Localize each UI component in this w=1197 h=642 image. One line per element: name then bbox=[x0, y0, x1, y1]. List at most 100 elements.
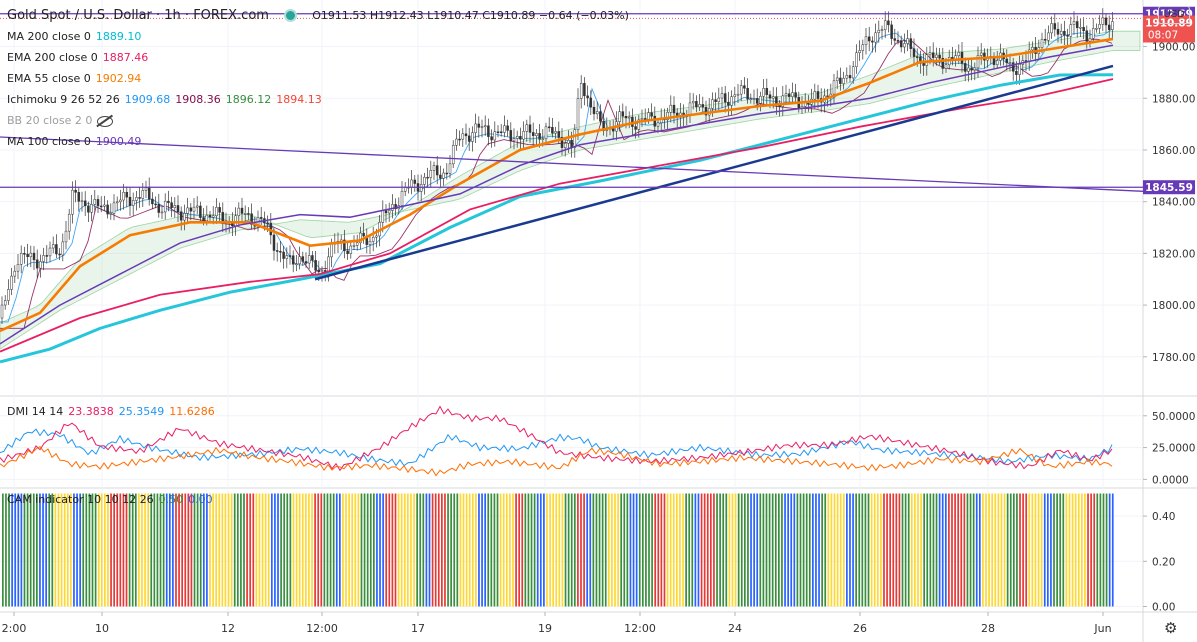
candle-body bbox=[535, 133, 538, 137]
candle bbox=[583, 77, 586, 106]
candle-body bbox=[855, 52, 858, 67]
cam-bar bbox=[5, 493, 7, 607]
candle-body bbox=[912, 48, 916, 57]
cam-bar bbox=[1090, 493, 1092, 607]
candle-body bbox=[903, 43, 906, 48]
candle-body bbox=[359, 232, 362, 244]
candle-body bbox=[506, 125, 509, 131]
cam-bar bbox=[345, 493, 347, 607]
cam-bar bbox=[821, 493, 823, 607]
legend-ema55[interactable]: EMA 55 close 0 1902.94 bbox=[7, 72, 146, 85]
candle-body bbox=[791, 92, 794, 97]
cam-bar bbox=[685, 493, 687, 607]
candle-body bbox=[1079, 26, 1082, 29]
cam-bar bbox=[852, 493, 854, 607]
candle bbox=[343, 229, 346, 259]
candle-body bbox=[51, 244, 55, 249]
legend-ichimoku[interactable]: Ichimoku 9 26 52 26 1909.68 1908.36 1896.12… bbox=[7, 93, 327, 106]
candle-body bbox=[90, 204, 93, 213]
candle bbox=[103, 195, 106, 211]
legend-ma100[interactable]: MA 100 close 0 1900.49 bbox=[7, 135, 146, 148]
ma200-line bbox=[0, 73, 1114, 364]
candle bbox=[285, 247, 289, 269]
candle bbox=[586, 85, 589, 107]
cam-bar bbox=[635, 493, 638, 607]
gear-icon[interactable]: ⚙ bbox=[1164, 620, 1178, 637]
candle-body bbox=[899, 40, 903, 48]
candle-body bbox=[423, 176, 426, 185]
candle bbox=[832, 73, 836, 104]
cam-bar bbox=[573, 493, 576, 607]
candle bbox=[483, 115, 487, 136]
candle bbox=[979, 43, 983, 65]
candle bbox=[429, 160, 433, 188]
cam-bar bbox=[515, 493, 517, 607]
candle bbox=[442, 168, 445, 186]
candle bbox=[733, 86, 737, 106]
candle-body bbox=[813, 91, 817, 100]
candle bbox=[691, 93, 695, 110]
candle-body bbox=[112, 202, 116, 214]
cam-bar bbox=[289, 493, 292, 607]
legend-ema200[interactable]: EMA 200 close 0 1887.46 bbox=[7, 51, 153, 64]
cam-bar bbox=[663, 493, 666, 607]
candle bbox=[813, 83, 817, 109]
cam-bar bbox=[818, 493, 820, 607]
legend-ma200[interactable]: MA 200 close 0 1889.10 bbox=[7, 30, 146, 43]
candle bbox=[304, 252, 308, 268]
currency-button[interactable]: USD bbox=[1158, 6, 1190, 24]
candle bbox=[272, 228, 276, 261]
candle-body bbox=[205, 214, 209, 222]
candle bbox=[352, 235, 356, 251]
hidden-eye-icon[interactable] bbox=[97, 115, 114, 127]
candle-body bbox=[458, 138, 461, 141]
cam-bar bbox=[1025, 493, 1028, 607]
candle-body bbox=[250, 213, 253, 225]
cam-bar bbox=[23, 493, 26, 607]
cam-bar bbox=[592, 493, 595, 607]
candle-body bbox=[391, 204, 394, 211]
cam-bar bbox=[1037, 493, 1040, 607]
cam-bar bbox=[382, 493, 384, 607]
candle bbox=[384, 204, 388, 223]
candle-body bbox=[915, 56, 919, 58]
candle-body bbox=[467, 135, 471, 142]
candle-body bbox=[781, 95, 785, 107]
cam-bar bbox=[187, 493, 190, 607]
cam-bar bbox=[827, 493, 830, 607]
candle bbox=[973, 62, 977, 81]
cam-bar bbox=[966, 493, 969, 607]
cam-bar bbox=[36, 493, 38, 607]
candle-body bbox=[71, 189, 74, 215]
candle-body bbox=[909, 38, 913, 49]
candle bbox=[935, 47, 938, 66]
cam-bar bbox=[335, 493, 338, 607]
candle bbox=[720, 86, 724, 109]
candle-body bbox=[1082, 26, 1085, 32]
legend-bb[interactable]: BB 20 close 2 0 bbox=[7, 114, 118, 127]
cam-bar bbox=[338, 493, 341, 607]
cam-bar bbox=[611, 493, 613, 607]
candle-body bbox=[739, 85, 743, 95]
cam-bar bbox=[725, 493, 728, 607]
candle bbox=[151, 192, 154, 210]
candle-body bbox=[138, 197, 141, 199]
candle bbox=[595, 101, 599, 120]
candlestick-series bbox=[0, 8, 1114, 324]
legend-dmi[interactable]: DMI 14 14 23.3838 25.3549 11.6286 bbox=[7, 405, 220, 418]
cam-bar bbox=[1068, 493, 1071, 607]
candle bbox=[477, 116, 481, 138]
candle bbox=[1088, 29, 1092, 48]
candle-body bbox=[176, 205, 180, 212]
candle-body bbox=[890, 24, 893, 39]
candle-body bbox=[1088, 38, 1092, 42]
candle bbox=[23, 246, 26, 264]
legend-cam[interactable]: CAM indicator 10 10 12 26 0.50 0.00 bbox=[7, 493, 218, 506]
candle bbox=[439, 165, 442, 187]
cam-bar bbox=[82, 493, 85, 607]
candle bbox=[426, 167, 429, 188]
candle bbox=[487, 118, 490, 146]
candle-body bbox=[403, 187, 407, 192]
cam-bar bbox=[39, 493, 41, 607]
